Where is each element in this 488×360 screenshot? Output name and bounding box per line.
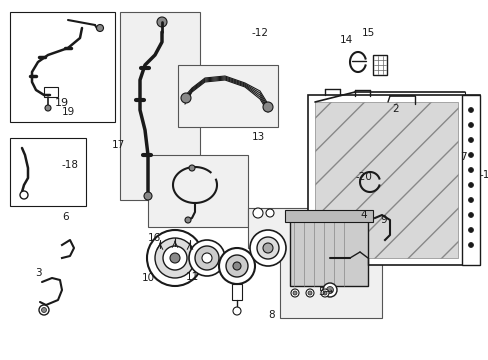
Circle shape — [249, 230, 285, 266]
Circle shape — [292, 291, 296, 295]
Text: 6: 6 — [62, 212, 68, 222]
Circle shape — [263, 243, 272, 253]
Polygon shape — [247, 208, 381, 318]
Circle shape — [326, 287, 333, 293]
Text: 17: 17 — [112, 140, 125, 150]
Circle shape — [155, 238, 195, 278]
Circle shape — [320, 289, 328, 297]
Circle shape — [147, 230, 203, 286]
Circle shape — [468, 228, 472, 233]
Circle shape — [189, 240, 224, 276]
Circle shape — [290, 289, 298, 297]
Circle shape — [468, 243, 472, 248]
Bar — [178, 65, 278, 127]
Circle shape — [202, 253, 212, 263]
Text: -20: -20 — [354, 172, 371, 182]
Circle shape — [468, 138, 472, 143]
Circle shape — [263, 102, 272, 112]
Text: -12: -12 — [251, 28, 268, 38]
Circle shape — [157, 17, 167, 27]
Polygon shape — [314, 102, 457, 258]
Circle shape — [232, 307, 241, 315]
Circle shape — [468, 122, 472, 127]
Circle shape — [323, 283, 336, 297]
Circle shape — [41, 307, 46, 312]
Bar — [461, 95, 479, 265]
Bar — [289, 218, 367, 286]
Circle shape — [39, 305, 49, 315]
Circle shape — [252, 208, 263, 218]
Bar — [148, 155, 247, 227]
Circle shape — [189, 165, 195, 171]
Circle shape — [20, 191, 28, 199]
Circle shape — [307, 291, 311, 295]
Circle shape — [305, 289, 313, 297]
Text: 7: 7 — [459, 152, 466, 162]
Circle shape — [195, 246, 219, 270]
Circle shape — [468, 212, 472, 217]
Circle shape — [323, 291, 326, 295]
Bar — [285, 210, 372, 222]
Bar — [10, 138, 86, 206]
Circle shape — [163, 246, 186, 270]
Circle shape — [225, 255, 247, 277]
Text: -18: -18 — [62, 160, 79, 170]
Bar — [10, 12, 115, 122]
Bar — [372, 55, 386, 75]
Polygon shape — [307, 95, 479, 265]
Bar — [44, 87, 58, 97]
Circle shape — [170, 253, 180, 263]
Circle shape — [181, 93, 191, 103]
Text: 15: 15 — [361, 28, 374, 38]
Circle shape — [257, 237, 279, 259]
Circle shape — [184, 217, 191, 223]
Text: 13: 13 — [251, 132, 264, 142]
Text: 11: 11 — [185, 272, 198, 282]
Text: 16: 16 — [148, 233, 161, 243]
Circle shape — [468, 183, 472, 188]
Text: 8: 8 — [268, 310, 275, 320]
Text: 4: 4 — [359, 210, 366, 220]
Circle shape — [468, 167, 472, 172]
Text: 5→: 5→ — [317, 287, 333, 297]
Circle shape — [468, 198, 472, 202]
Bar — [231, 284, 242, 300]
Circle shape — [45, 105, 51, 111]
Text: 2: 2 — [391, 104, 398, 114]
Text: 3: 3 — [35, 268, 41, 278]
Text: -1: -1 — [479, 170, 488, 180]
Circle shape — [232, 262, 241, 270]
Circle shape — [96, 24, 103, 31]
Circle shape — [468, 108, 472, 112]
Text: 14: 14 — [339, 35, 352, 45]
Circle shape — [219, 248, 254, 284]
Circle shape — [143, 192, 152, 200]
Circle shape — [468, 153, 472, 158]
Text: 10: 10 — [141, 273, 154, 283]
Bar — [120, 12, 200, 200]
Text: 19: 19 — [55, 98, 69, 108]
Text: 19: 19 — [61, 107, 75, 117]
Circle shape — [265, 209, 273, 217]
Text: 9: 9 — [379, 215, 386, 225]
